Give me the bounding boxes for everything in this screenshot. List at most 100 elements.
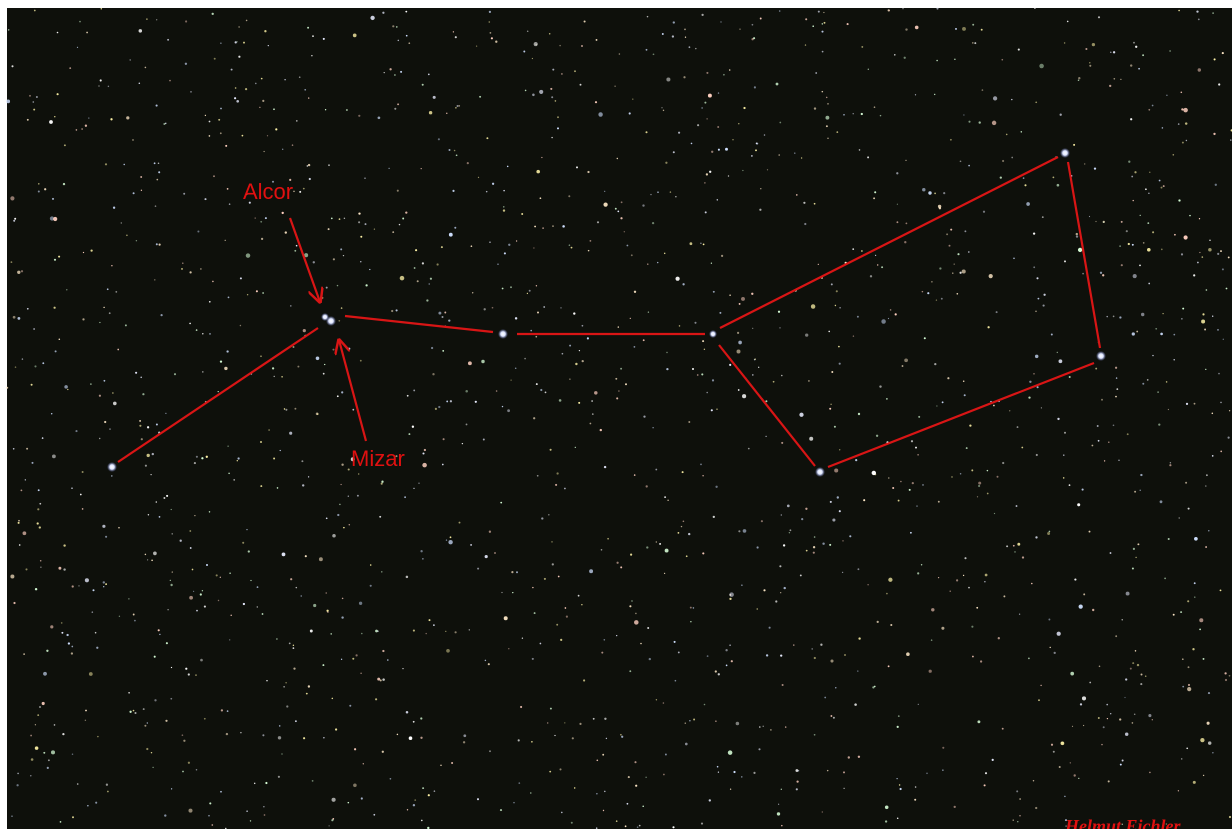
star bbox=[516, 240, 517, 241]
star bbox=[543, 306, 545, 308]
star bbox=[101, 8, 103, 10]
star bbox=[814, 657, 816, 659]
star bbox=[32, 101, 34, 103]
star bbox=[984, 581, 985, 582]
star bbox=[673, 151, 675, 153]
star bbox=[1073, 144, 1075, 146]
star bbox=[1142, 54, 1144, 56]
star bbox=[182, 262, 183, 263]
star bbox=[954, 59, 955, 60]
star bbox=[6, 100, 10, 104]
star bbox=[631, 600, 632, 601]
star bbox=[1181, 758, 1183, 760]
star bbox=[107, 462, 117, 472]
star bbox=[335, 728, 337, 730]
star bbox=[103, 581, 105, 583]
star bbox=[685, 37, 686, 38]
star bbox=[1206, 289, 1208, 291]
star bbox=[700, 464, 702, 466]
star bbox=[1018, 49, 1020, 51]
star bbox=[815, 467, 825, 477]
star bbox=[34, 365, 36, 367]
star bbox=[537, 311, 539, 313]
star bbox=[1039, 64, 1044, 69]
star bbox=[54, 259, 56, 261]
star bbox=[875, 255, 876, 256]
star bbox=[218, 391, 219, 392]
star bbox=[550, 708, 552, 710]
star bbox=[530, 330, 532, 332]
star bbox=[61, 632, 63, 634]
star bbox=[1170, 462, 1171, 463]
star bbox=[513, 802, 515, 804]
star bbox=[154, 699, 156, 701]
star bbox=[400, 276, 405, 281]
star bbox=[255, 83, 257, 85]
star bbox=[1016, 505, 1018, 507]
star bbox=[1064, 796, 1066, 798]
star bbox=[1132, 332, 1135, 335]
star bbox=[277, 487, 279, 489]
star bbox=[264, 814, 266, 816]
star bbox=[1017, 821, 1018, 822]
star bbox=[156, 501, 158, 503]
star bbox=[150, 474, 151, 475]
star bbox=[1000, 176, 1002, 178]
star bbox=[126, 235, 128, 237]
star bbox=[477, 568, 479, 570]
star bbox=[325, 109, 326, 110]
star bbox=[972, 42, 974, 44]
star bbox=[939, 267, 941, 269]
star bbox=[224, 367, 227, 370]
star bbox=[341, 659, 342, 660]
star bbox=[293, 645, 294, 646]
star bbox=[432, 373, 434, 375]
star bbox=[293, 191, 294, 192]
star bbox=[534, 612, 536, 614]
star bbox=[146, 748, 148, 750]
star bbox=[1051, 744, 1053, 746]
star bbox=[984, 784, 986, 786]
star bbox=[779, 122, 781, 124]
star bbox=[1199, 218, 1200, 219]
star bbox=[358, 212, 360, 214]
star bbox=[1132, 567, 1134, 569]
star bbox=[189, 271, 191, 273]
star bbox=[44, 188, 46, 190]
star bbox=[1124, 697, 1125, 698]
star bbox=[360, 672, 362, 674]
star bbox=[1202, 313, 1204, 315]
star bbox=[960, 160, 962, 162]
star bbox=[1186, 747, 1188, 749]
star bbox=[200, 659, 203, 662]
star bbox=[1168, 409, 1169, 410]
star bbox=[143, 708, 145, 710]
star bbox=[1011, 157, 1013, 159]
star bbox=[201, 457, 203, 459]
star bbox=[466, 423, 468, 425]
star bbox=[763, 726, 764, 727]
star bbox=[934, 94, 935, 95]
star bbox=[392, 25, 394, 27]
star bbox=[377, 678, 380, 681]
star bbox=[591, 400, 593, 402]
star bbox=[1181, 318, 1182, 319]
star bbox=[489, 242, 490, 243]
star bbox=[397, 734, 399, 736]
star bbox=[620, 566, 622, 568]
star bbox=[496, 390, 498, 392]
star bbox=[113, 402, 117, 406]
star bbox=[1064, 42, 1065, 43]
star bbox=[254, 783, 255, 784]
star bbox=[579, 723, 581, 725]
star bbox=[108, 86, 109, 87]
star bbox=[931, 281, 933, 283]
star bbox=[764, 134, 766, 136]
star bbox=[1184, 235, 1188, 239]
star bbox=[103, 380, 105, 382]
star bbox=[105, 536, 107, 538]
star bbox=[105, 583, 107, 585]
star bbox=[1084, 163, 1085, 164]
star bbox=[442, 464, 444, 466]
star bbox=[645, 131, 647, 133]
